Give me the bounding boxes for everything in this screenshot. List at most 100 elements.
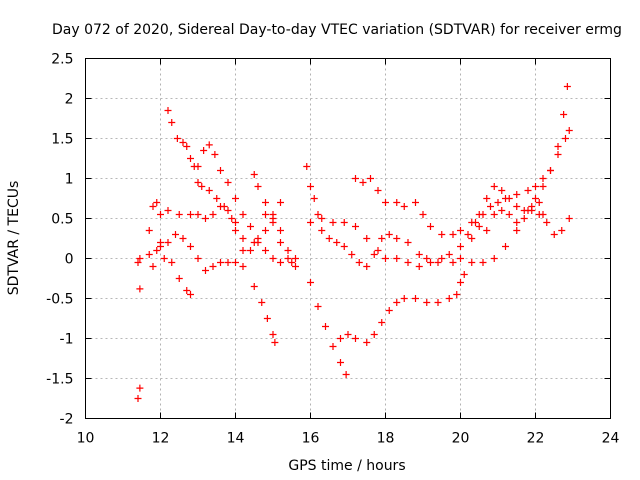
data-point — [262, 227, 269, 234]
data-point — [453, 291, 461, 298]
data-point — [224, 207, 232, 214]
data-point — [539, 175, 547, 182]
data-point — [149, 263, 157, 270]
data-point — [565, 127, 573, 134]
data-point — [370, 331, 378, 338]
data-point — [340, 219, 348, 226]
data-point — [136, 285, 144, 293]
data-point — [423, 299, 431, 306]
data-point — [449, 259, 457, 266]
data-point — [153, 199, 161, 206]
data-point — [329, 219, 337, 226]
data-point — [513, 203, 521, 210]
y-tick-label: 0.5 — [51, 212, 73, 228]
data-point — [535, 199, 543, 206]
data-points — [134, 83, 573, 402]
data-point — [194, 163, 202, 170]
series-trace-b — [164, 107, 284, 266]
data-point — [337, 335, 344, 342]
series-trace-g — [250, 171, 299, 270]
data-point — [307, 279, 314, 286]
data-point — [224, 179, 232, 186]
data-point — [558, 227, 566, 234]
data-point — [322, 323, 329, 330]
data-point — [164, 239, 172, 246]
x-tick-label: 10 — [77, 431, 95, 447]
data-point — [359, 179, 367, 186]
data-point — [378, 235, 386, 242]
data-point — [363, 339, 371, 346]
data-point — [277, 199, 284, 206]
data-point — [479, 259, 487, 266]
data-point — [412, 199, 419, 206]
series-trace-a — [134, 255, 144, 402]
data-point — [457, 243, 464, 250]
data-point — [445, 295, 453, 302]
data-point — [513, 219, 521, 226]
data-point — [314, 303, 322, 310]
data-point — [217, 167, 224, 174]
data-point — [468, 219, 476, 226]
data-point — [464, 231, 472, 238]
data-point — [438, 255, 446, 262]
data-point — [157, 211, 164, 218]
data-point — [239, 235, 247, 242]
data-point — [487, 203, 494, 210]
y-tick-label: 0 — [65, 252, 74, 268]
data-point — [393, 299, 401, 306]
data-point — [404, 239, 412, 246]
data-point — [198, 183, 206, 190]
data-point — [434, 299, 442, 306]
data-point — [374, 247, 382, 254]
data-point — [560, 111, 568, 118]
data-point — [563, 83, 571, 90]
data-point — [202, 267, 209, 274]
data-point — [187, 291, 194, 298]
data-point — [554, 151, 562, 158]
y-tick-label: 2.5 — [51, 52, 73, 68]
y-axis-label: SDTVAR / TECUs — [6, 181, 22, 296]
data-point — [427, 259, 434, 266]
data-point — [363, 263, 371, 270]
data-point — [382, 199, 389, 206]
data-point — [468, 259, 476, 266]
data-point — [498, 187, 506, 194]
data-point — [164, 207, 172, 214]
data-point — [393, 255, 401, 262]
data-point — [505, 211, 513, 218]
data-point — [232, 259, 239, 266]
data-point — [505, 195, 513, 202]
data-point — [250, 171, 258, 178]
data-point — [385, 231, 393, 238]
data-point — [348, 251, 356, 258]
data-point — [160, 255, 168, 262]
data-point — [269, 331, 277, 338]
data-point — [183, 143, 191, 150]
data-point — [468, 235, 476, 242]
x-tick-label: 12 — [152, 431, 170, 447]
data-point — [337, 359, 344, 366]
data-point — [367, 175, 374, 182]
series-trace-i — [307, 279, 350, 378]
data-point — [263, 315, 271, 322]
data-point — [547, 167, 554, 174]
data-point — [228, 215, 236, 222]
data-point — [539, 183, 547, 190]
data-point — [284, 247, 292, 254]
series-trace-e — [157, 243, 194, 298]
data-point — [457, 279, 464, 286]
data-point — [393, 235, 401, 242]
data-point — [269, 255, 277, 262]
data-point — [209, 211, 217, 218]
data-point — [483, 227, 491, 234]
data-point — [175, 275, 183, 282]
data-point — [179, 235, 187, 242]
data-point — [520, 207, 528, 214]
data-point — [239, 263, 247, 270]
data-point — [262, 247, 269, 254]
data-point — [277, 239, 284, 246]
data-point — [342, 371, 350, 378]
data-point — [183, 287, 191, 294]
y-tick-label: 2 — [65, 92, 74, 108]
